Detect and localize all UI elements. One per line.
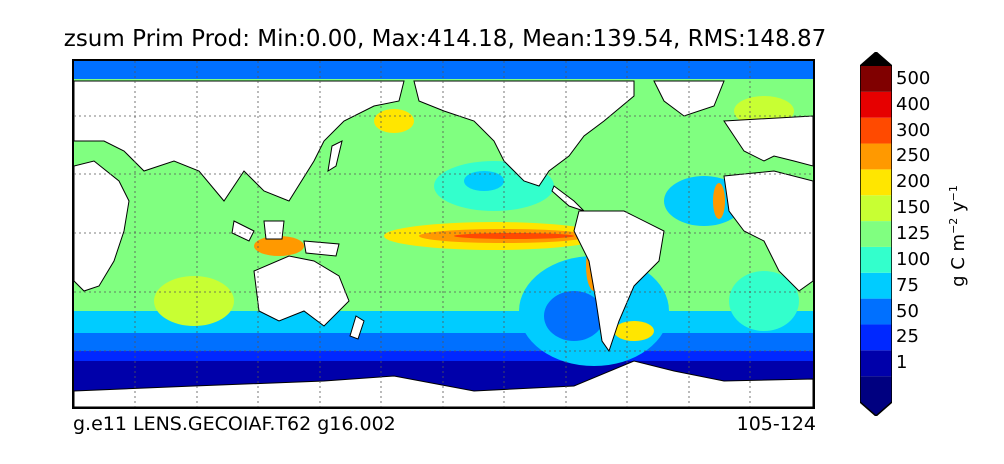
colorbar-segment-150	[860, 195, 892, 222]
colorbar-tick-label: 200	[896, 171, 931, 193]
colorbar-tick-label: 75	[896, 274, 919, 296]
unit-m-exponent: −2	[947, 217, 960, 234]
colorbar-segment-500	[860, 66, 892, 92]
unit-y-exponent: −1	[947, 185, 960, 202]
colorbar-segment-50	[860, 298, 892, 325]
colorbar-over-arrow	[860, 52, 892, 66]
patagonian-shelf	[614, 321, 654, 341]
new-guinea	[303, 240, 340, 257]
unit-prefix: g C m	[948, 233, 969, 287]
graticule	[74, 61, 813, 407]
map-panel	[72, 59, 815, 409]
colorbar-tick-label: 500	[896, 67, 931, 89]
colorbar	[860, 52, 892, 416]
antarctica	[74, 360, 813, 407]
africa-east	[74, 160, 130, 292]
colorbar-segment-75	[860, 272, 892, 299]
australia	[253, 255, 350, 327]
new-zealand	[349, 315, 365, 340]
africa-west	[723, 170, 813, 292]
colorbar-under-arrow	[860, 402, 892, 416]
colorbar-segment-25	[860, 324, 892, 351]
arctic-band	[74, 61, 813, 79]
south-america	[573, 210, 665, 353]
sumatra	[231, 220, 255, 242]
north-atlantic-gyre	[664, 176, 744, 226]
colorbar-segment-under	[860, 376, 892, 402]
colorbar-segment-300	[860, 117, 892, 144]
footer-case-name: g.e11 LENS.GECOIAF.T62 g16.002	[73, 413, 396, 435]
colorbar-segment-100	[860, 246, 892, 273]
greenland	[653, 80, 725, 117]
colorbar-tick-label: 400	[896, 93, 931, 115]
colorbar-segment-250	[860, 143, 892, 170]
indian-ocean-south	[154, 276, 234, 326]
colorbar-tick-label: 250	[896, 145, 931, 167]
colorbar-tick-label: 150	[896, 197, 931, 219]
colorbar-segment-400	[860, 91, 892, 118]
colorbar-segment-200	[860, 169, 892, 196]
colorbar-segment-125	[860, 221, 892, 247]
north-pacific-hotspot	[374, 109, 414, 133]
south-pacific-gyre-core	[544, 291, 604, 341]
colorbar-unit-label: g C m−2 y−1	[947, 185, 969, 287]
north-america	[413, 80, 635, 187]
plot-title: zsum Prim Prod: Min:0.00, Max:414.18, Me…	[63, 26, 827, 52]
eurasia	[74, 80, 405, 202]
unit-y: y	[948, 201, 969, 212]
world-map	[74, 61, 813, 407]
land-masses	[74, 80, 813, 407]
central-america	[551, 185, 585, 212]
colorbar-tick-label: 100	[896, 248, 931, 270]
colorbar-tick-label: 1	[896, 352, 908, 374]
colorbar-segment-1	[860, 350, 892, 377]
colorbar-tick-label: 300	[896, 119, 931, 141]
north-pacific-gyre-core	[464, 171, 504, 191]
colorbar-tick-label: 50	[896, 300, 919, 322]
japan	[327, 140, 343, 173]
europe	[723, 115, 813, 167]
equatorial-band-core	[454, 233, 574, 239]
colorbar-tick-label: 125	[896, 223, 931, 244]
colorbar-tick-label: 25	[896, 326, 919, 348]
indonesian-seas	[254, 236, 304, 256]
borneo	[263, 220, 285, 240]
south-atlantic-gyre	[729, 271, 799, 331]
canary-upwelling	[713, 183, 725, 219]
footer-year-range: 105-124	[736, 413, 816, 435]
